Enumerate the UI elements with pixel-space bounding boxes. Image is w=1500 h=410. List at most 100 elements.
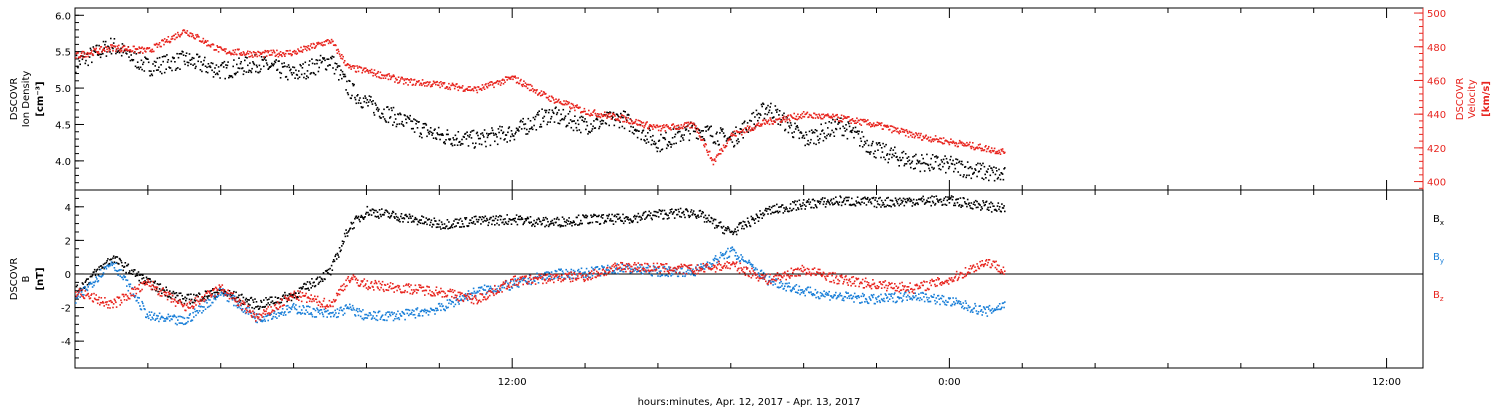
velocity-point — [773, 120, 775, 122]
density-point — [816, 129, 818, 132]
bx-point — [906, 197, 908, 200]
by-point — [579, 270, 581, 273]
by-point — [142, 302, 144, 305]
density-point — [445, 139, 447, 141]
by-point — [128, 283, 130, 286]
velocity-point — [263, 56, 265, 58]
density-point — [901, 151, 903, 154]
density-point — [190, 63, 192, 65]
velocity-point — [929, 136, 932, 139]
velocity-point — [370, 68, 373, 71]
velocity-point — [492, 82, 495, 85]
density-point — [438, 133, 441, 136]
velocity-point — [711, 159, 713, 162]
bx-point — [451, 224, 453, 226]
density-point — [128, 51, 131, 53]
density-point — [192, 64, 194, 66]
velocity-point — [330, 42, 332, 44]
bx-point — [165, 286, 167, 289]
density-point — [959, 174, 962, 176]
bx-point — [337, 254, 339, 256]
bx-point — [802, 199, 805, 201]
velocity-point — [940, 137, 943, 140]
density-point — [344, 75, 347, 78]
by-point — [306, 311, 309, 313]
density-point — [219, 77, 221, 79]
by-point — [545, 278, 547, 281]
by-point — [668, 266, 670, 268]
bx-point — [722, 225, 725, 228]
velocity-point — [831, 117, 833, 119]
density-point — [102, 52, 104, 55]
bx-point — [690, 211, 692, 213]
velocity-point — [249, 50, 251, 53]
by-point — [401, 310, 403, 313]
by-point — [660, 270, 662, 272]
density-point — [202, 63, 205, 65]
velocity-point — [190, 35, 193, 38]
by-point — [162, 316, 164, 319]
density-point — [699, 131, 702, 134]
bx-point — [884, 199, 887, 202]
velocity-point — [448, 82, 450, 85]
bx-point — [603, 222, 605, 224]
bx-point — [206, 297, 209, 299]
bx-point — [203, 297, 205, 300]
bx-point — [183, 302, 186, 305]
bx-point — [972, 203, 975, 205]
density-point — [446, 129, 449, 131]
velocity-point — [547, 96, 549, 99]
velocity-point — [911, 136, 914, 138]
bx-point — [579, 222, 581, 225]
bx-point — [682, 212, 684, 214]
bx-point — [698, 216, 700, 218]
density-point — [164, 55, 167, 58]
by-point — [322, 313, 324, 316]
bx-point — [649, 212, 652, 214]
velocity-point — [499, 84, 502, 86]
velocity-point — [710, 157, 712, 159]
density-point — [147, 61, 150, 64]
by-point — [265, 315, 268, 317]
velocity-point — [148, 47, 151, 49]
density-point — [466, 131, 468, 133]
density-point — [129, 59, 132, 62]
density-point — [758, 116, 761, 119]
by-point — [555, 270, 558, 273]
bx-point — [260, 301, 263, 303]
bx-point — [514, 217, 516, 220]
density-point — [310, 72, 312, 74]
by-point — [217, 295, 219, 298]
density-point — [506, 141, 508, 143]
density-point — [918, 160, 921, 162]
density-point — [526, 133, 529, 135]
velocity-point — [442, 82, 444, 84]
velocity-point — [845, 117, 848, 119]
bx-point — [451, 226, 454, 229]
bx-point — [780, 206, 782, 208]
velocity-point — [548, 95, 551, 98]
density-point — [839, 127, 841, 130]
by-point — [340, 306, 342, 309]
density-point — [653, 140, 656, 143]
bx-point — [943, 197, 946, 200]
by-point — [613, 270, 616, 272]
by-point — [139, 305, 141, 307]
density-point — [767, 104, 769, 107]
bx-point — [171, 292, 173, 294]
bx-point — [168, 295, 170, 298]
velocity-point — [894, 129, 896, 132]
bx-point — [453, 220, 455, 222]
density-point — [315, 59, 318, 61]
bx-point — [357, 217, 359, 219]
density-point — [856, 130, 859, 132]
bx-point — [608, 213, 610, 216]
density-point — [242, 73, 245, 76]
density-point — [776, 108, 779, 111]
density-point — [655, 146, 658, 149]
density-point — [428, 133, 430, 135]
velocity-point — [619, 116, 621, 118]
by-point — [474, 292, 476, 294]
bx-point — [736, 226, 739, 228]
bx-point — [909, 200, 911, 203]
